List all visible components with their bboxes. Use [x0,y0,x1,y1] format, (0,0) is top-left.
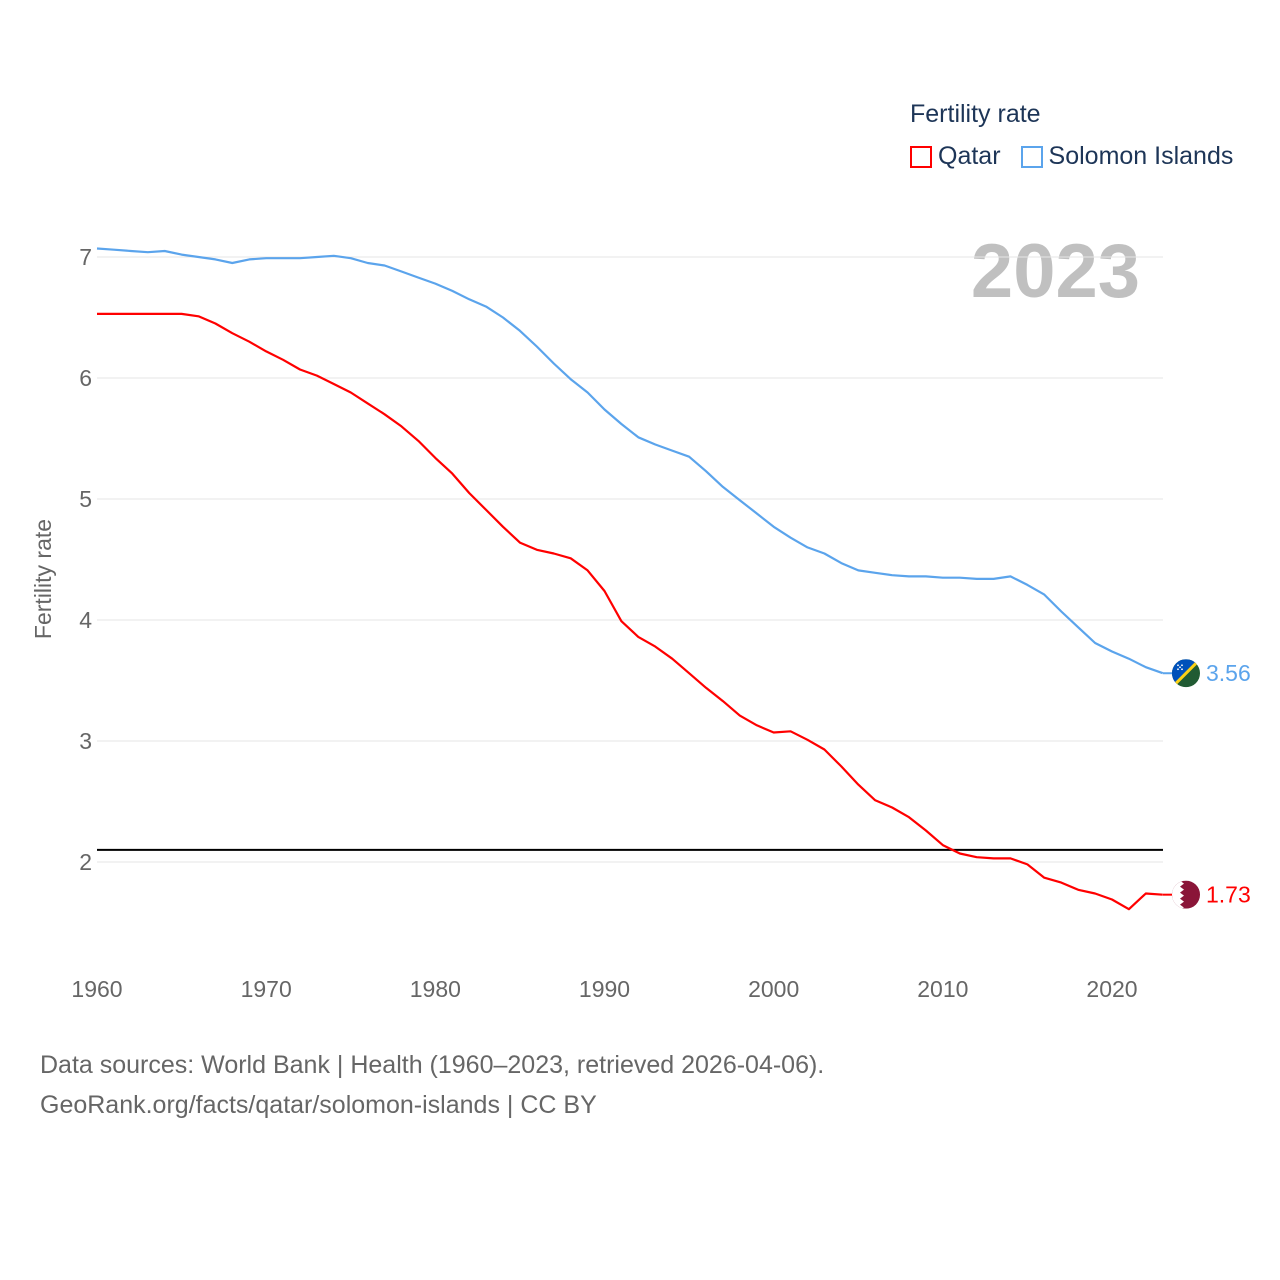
year-label: 2023 [970,229,1140,314]
y-tick-label: 6 [79,365,92,391]
series-line-solomon-islands[interactable] [96,247,1164,675]
data-source: Data sources: World Bank | Health (1960–… [40,1045,824,1125]
legend-item-qatar[interactable]: Qatar [910,142,1001,171]
line-chart: 2 3 4 5 6 7 1960 1970 1980 1990 2000 2010 2020 Fert… [30,244,1251,1002]
series-end-labels: 1.73 3.56 [1163,659,1251,909]
y-tick-label: 3 [79,728,92,754]
qatar-flag-icon [1172,880,1200,909]
grid [97,256,1163,863]
y-ticks: 2 3 4 5 6 7 [79,244,92,875]
y-tick-label: 2 [79,849,92,875]
end-value-label-qatar: 1.73 [1206,882,1251,908]
x-tick-label: 1970 [241,976,292,1002]
x-tick-label: 2020 [1086,976,1137,1002]
x-tick-label: 1990 [579,976,630,1002]
y-tick-label: 5 [79,486,92,512]
solomon-islands-flag-icon [1172,659,1200,688]
legend-label: Qatar [938,142,1001,170]
source-line-2[interactable]: GeoRank.org/facts/qatar/solomon-islands … [40,1091,597,1119]
x-tick-label: 1980 [410,976,461,1002]
legend: Qatar Solomon Islands [910,142,1233,171]
y-tick-label: 7 [79,244,92,270]
x-ticks: 1960 1970 1980 1990 2000 2010 2020 [71,976,1137,1002]
x-tick-label: 1960 [71,976,122,1002]
x-tick-label: 2000 [748,976,799,1002]
legend-item-solomon-islands[interactable]: Solomon Islands [1020,142,1234,171]
series-line-qatar[interactable] [97,312,1163,911]
legend-swatch-solomon-islands [1020,145,1043,168]
legend-swatch-qatar [910,145,932,168]
y-axis-label: Fertility rate [30,519,56,639]
source-line-1: Data sources: World Bank | Health (1960–… [40,1051,825,1079]
legend-label: Solomon Islands [1048,142,1234,170]
y-tick-label: 4 [79,607,92,633]
legend-title: Fertility rate [910,100,1041,128]
series-lines [96,247,1164,911]
end-value-label-solomon-islands: 3.56 [1206,660,1251,686]
x-tick-label: 2010 [917,976,968,1002]
